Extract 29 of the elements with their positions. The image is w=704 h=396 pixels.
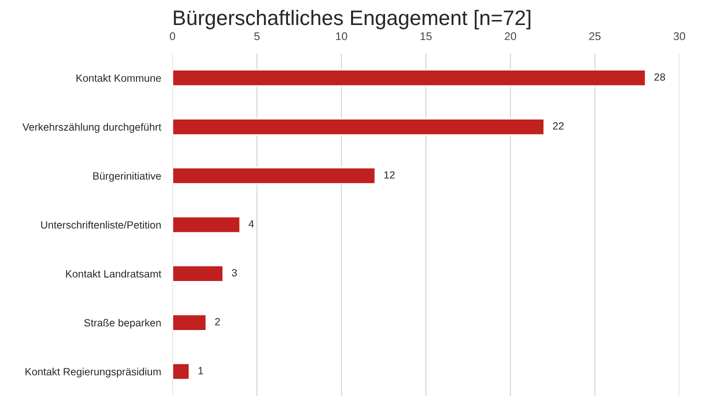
bar [172,167,376,185]
data-label: 28 [654,73,666,81]
data-label: 1 [198,367,203,374]
y-tick-label: Kontakt Landratsamt [66,270,162,278]
bar [172,362,190,380]
data-label: 4 [248,220,254,228]
bar [172,69,646,87]
y-tick-label: Kontakt Regierungspräsidium [26,368,161,378]
bar [172,216,241,234]
bar [172,118,545,136]
y-tick-label: Verkehrszählung durchgeführt [22,123,162,133]
bar [172,314,207,332]
x-tick-label: 10 [336,32,348,40]
y-tick-label: Straße beparken [84,318,161,329]
x-tick-label: 25 [589,32,601,40]
x-tick-label: 0 [170,32,176,40]
data-label: 22 [553,122,564,130]
x-tick-label: 5 [254,32,260,40]
y-tick-label: Kontakt Kommune [76,74,161,82]
data-label: 3 [232,269,237,276]
bar [172,264,224,282]
y-tick-label: Unterschriftenliste/Petition [41,220,161,229]
x-tick-label: 15 [420,32,432,40]
x-tick-label: 20 [504,32,516,40]
y-tick-label: Bürgerinitiative [93,172,161,182]
chart-title: Bürgerschaftliches Engagement [n=72] [174,10,530,30]
data-label: 2 [215,318,220,326]
x-tick-label: 30 [674,32,686,40]
data-label: 12 [384,171,395,178]
